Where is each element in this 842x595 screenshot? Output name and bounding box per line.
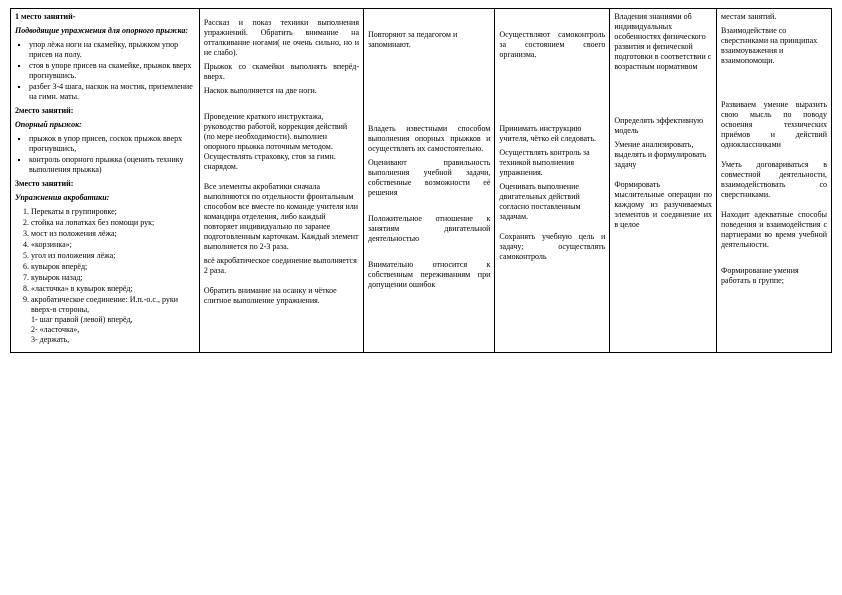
para: местам занятий.	[721, 12, 827, 22]
para: Умение анализировать, выделять и формули…	[614, 140, 712, 170]
para: Повторяют за педагогом и запоминают.	[368, 30, 490, 50]
cell-regulative: Осуществляют самоконтроль за состоянием …	[495, 9, 610, 353]
para: Все элементы акробатики сначала выполняю…	[204, 182, 359, 252]
list-item: мост из положения лёжа;	[31, 229, 195, 239]
list-item: прыжок в упор присев, соскок прыжок ввер…	[29, 134, 195, 154]
para: Определять эффективную модель	[614, 116, 712, 136]
para: Принимать инструкцию учителя, чётко ей с…	[499, 124, 605, 144]
para: Находит адекватные способы поведения и в…	[721, 210, 827, 250]
heading-3: 3место занятий:	[15, 179, 73, 188]
para: Наскок выполняется на две ноги.	[204, 86, 359, 96]
cell-student: Повторяют за педагогом и запоминают. Вла…	[364, 9, 495, 353]
para: Оценивать выполнение двигательных действ…	[499, 182, 605, 222]
list-item-label: акробатическое соединение: И.п.-о.с., ру…	[31, 295, 178, 314]
heading-2: 2место занятий:	[15, 106, 73, 115]
list-item: стоя в упоре присев на скамейке, прыжок …	[29, 61, 195, 81]
para: Развиваем умение выразить свою мысль по …	[721, 100, 827, 150]
cell-communicative: местам занятий. Взаимодействие со сверст…	[717, 9, 832, 353]
list-item: разбег 3-4 шага, наскок на мостик, призе…	[29, 82, 195, 102]
para: Формировать мыслительные операции по каж…	[614, 180, 712, 230]
list-item: упор лёжа ноги на скамейку, прыжком упор…	[29, 40, 195, 60]
list-item: угол из положения лёжа;	[31, 251, 195, 261]
para: Осуществлять контроль за техникой выполн…	[499, 148, 605, 178]
heading-2i: Опорный прыжок:	[15, 120, 82, 129]
list-item: кувырок назад;	[31, 273, 195, 283]
para: Сохранять учебную цель и задачу; осущест…	[499, 232, 605, 262]
cell-activities: 1 место занятий- Подводящие упражнения д…	[11, 9, 200, 353]
list-item: Перекаты в группировке;	[31, 207, 195, 217]
sub-item: 3- держать,	[31, 335, 195, 345]
heading-1i: Подводящие упражнения для опорного прыжк…	[15, 26, 188, 35]
ordered-list: Перекаты в группировке; стойка на лопатк…	[31, 207, 195, 345]
para: Проведение краткого инструктажа, руковод…	[204, 112, 359, 172]
para: Уметь договариваться в совместной деятел…	[721, 160, 827, 200]
lesson-table: 1 место занятий- Подводящие упражнения д…	[10, 8, 832, 353]
para: Положительное отношение к занятиям двига…	[368, 214, 490, 244]
para: Владеть известными способом выполнения о…	[368, 124, 490, 154]
heading-3i: Упражнения акробатики:	[15, 193, 109, 202]
para: Рассказ и показ техники выполнения упраж…	[204, 18, 359, 58]
para: Оценивают правильность выполнения учебно…	[368, 158, 490, 198]
para: Владения знаниями об индивидуальных особ…	[614, 12, 712, 72]
para: Осуществляют самоконтроль за состоянием …	[499, 30, 605, 60]
para: Внимательно относится к собственным пере…	[368, 260, 490, 290]
para: Формирование умения работать в группе;	[721, 266, 827, 286]
list-item: «ласточка» в кувырок вперёд;	[31, 284, 195, 294]
list-1: упор лёжа ноги на скамейку, прыжком упор…	[29, 40, 195, 102]
para: Прыжок со скамейки выполнять вперёд-ввер…	[204, 62, 359, 82]
table-row: 1 место занятий- Подводящие упражнения д…	[11, 9, 832, 353]
list-item: кувырок вперёд;	[31, 262, 195, 272]
cell-cognitive: Владения знаниями об индивидуальных особ…	[610, 9, 717, 353]
para: Обратить внимание на осанку и чёткое сли…	[204, 286, 359, 306]
sub-item: 2- «ласточка»,	[31, 325, 195, 335]
list-item: акробатическое соединение: И.п.-о.с., ру…	[31, 295, 195, 345]
para: Взаимодействие со сверстниками на принци…	[721, 26, 827, 66]
heading-1: 1 место занятий-	[15, 12, 75, 21]
list-item: стойка на лопатках без помощи рук;	[31, 218, 195, 228]
list-2: прыжок в упор присев, соскок прыжок ввер…	[29, 134, 195, 175]
list-item: «корзинка»;	[31, 240, 195, 250]
para: всё акробатическое соединение выполняетс…	[204, 256, 359, 276]
list-item: контроль опорного прыжка (оценить техник…	[29, 155, 195, 175]
sub-item: 1- шаг правой (левой) вперёд,	[31, 315, 195, 325]
cell-teacher: Рассказ и показ техники выполнения упраж…	[199, 9, 363, 353]
